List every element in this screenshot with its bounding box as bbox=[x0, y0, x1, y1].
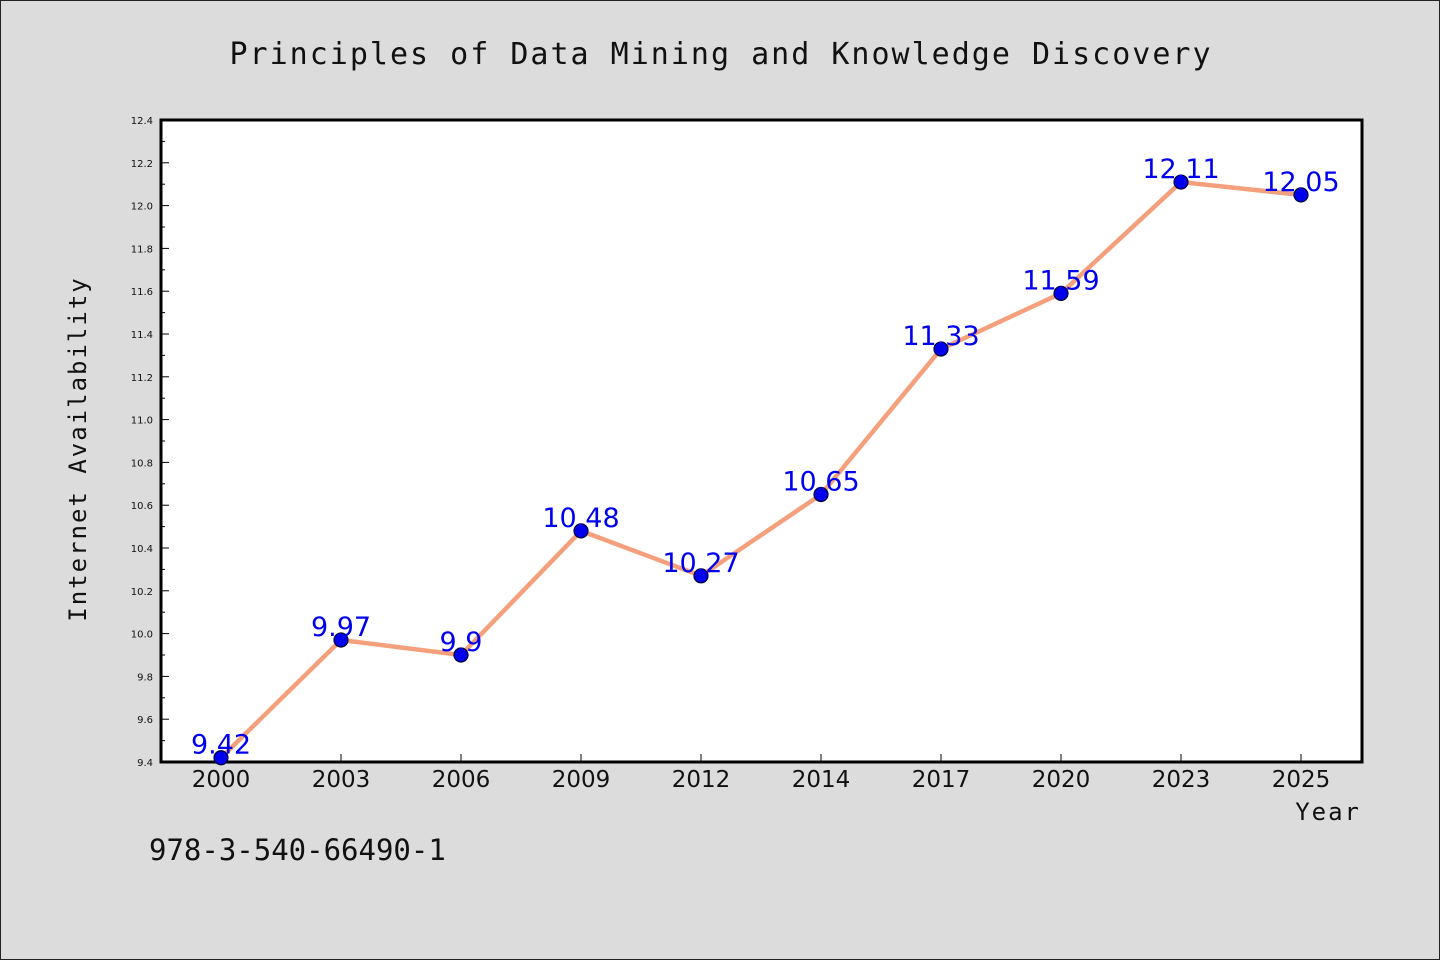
data-label: 12.05 bbox=[1262, 167, 1339, 198]
data-point bbox=[1173, 174, 1189, 190]
data-label: 11.33 bbox=[902, 321, 979, 352]
data-label: 9.9 bbox=[440, 627, 483, 658]
y-tick-label: 12.0 bbox=[131, 202, 153, 213]
markers-group bbox=[213, 174, 1309, 766]
series-line bbox=[218, 179, 1304, 760]
y-axis-label: Internet Availability bbox=[64, 276, 92, 621]
y-tick-label: 9.8 bbox=[137, 672, 153, 683]
y-tick-label: 11.4 bbox=[131, 330, 153, 341]
y-tick-label: 10.4 bbox=[131, 544, 153, 555]
chart-title: Principles of Data Mining and Knowledge … bbox=[229, 37, 1212, 72]
x-axis-label: Year bbox=[1295, 798, 1361, 826]
data-point bbox=[573, 523, 589, 539]
x-tick-label: 2012 bbox=[672, 767, 731, 793]
y-tick-label: 12.4 bbox=[131, 116, 153, 127]
footer-code: 978-3-540-66490-1 bbox=[149, 833, 446, 867]
data-label: 12.11 bbox=[1142, 154, 1219, 185]
data-labels-group: 9.42 9.97 9.9 10.48 10.27 10.65 11.33 11.59 12.1… bbox=[191, 154, 1340, 761]
data-point bbox=[333, 632, 349, 648]
data-label: 9.42 bbox=[191, 730, 251, 761]
x-tick-label: 2003 bbox=[312, 767, 371, 793]
series-line-group bbox=[218, 179, 1304, 760]
data-point bbox=[453, 647, 469, 663]
y-tick-label: 10.0 bbox=[131, 630, 153, 641]
y-tick-label: 9.4 bbox=[137, 758, 153, 769]
y-tick-label: 11.8 bbox=[131, 244, 153, 255]
data-point bbox=[1293, 187, 1309, 203]
x-tick-label: 2020 bbox=[1032, 767, 1091, 793]
data-label: 10.65 bbox=[782, 467, 859, 498]
x-tick-label: 2025 bbox=[1272, 767, 1331, 793]
data-label: 10.27 bbox=[662, 548, 739, 579]
y-tick-label: 11.2 bbox=[131, 373, 153, 384]
data-point bbox=[693, 568, 709, 584]
data-label: 10.48 bbox=[542, 503, 619, 534]
y-tick-label: 11.6 bbox=[131, 287, 153, 298]
y-tick-label: 10.6 bbox=[131, 501, 153, 512]
x-tick-label: 2000 bbox=[192, 767, 251, 793]
plot-area bbox=[159, 118, 1364, 764]
y-tick-label: 12.2 bbox=[131, 159, 153, 170]
data-point bbox=[1053, 285, 1069, 301]
y-tick-label: 10.2 bbox=[131, 587, 153, 598]
y-tick-label: 10.8 bbox=[131, 458, 153, 469]
data-point bbox=[813, 486, 829, 503]
y-tick-label: 11.0 bbox=[131, 416, 153, 427]
x-tick-label: 2017 bbox=[912, 767, 971, 793]
data-point bbox=[213, 750, 229, 766]
x-tick-label: 2009 bbox=[552, 767, 611, 793]
data-label: 11.59 bbox=[1022, 265, 1099, 296]
data-label: 9.97 bbox=[311, 612, 371, 643]
x-tick-label: 2023 bbox=[1152, 767, 1211, 793]
y-axis: 9.4 9.6 9.8 10.0 10.2 10.4 10.6 10.8 11.0 11.2 11.… bbox=[131, 116, 169, 769]
x-axis: 2000 2003 2006 2009 2012 2014 2017 2020 2023 2025 bbox=[192, 754, 1331, 793]
x-tick-label: 2006 bbox=[432, 767, 491, 793]
y-tick-label: 9.6 bbox=[137, 715, 153, 726]
x-tick-label: 2014 bbox=[792, 767, 851, 793]
data-point bbox=[933, 341, 949, 357]
